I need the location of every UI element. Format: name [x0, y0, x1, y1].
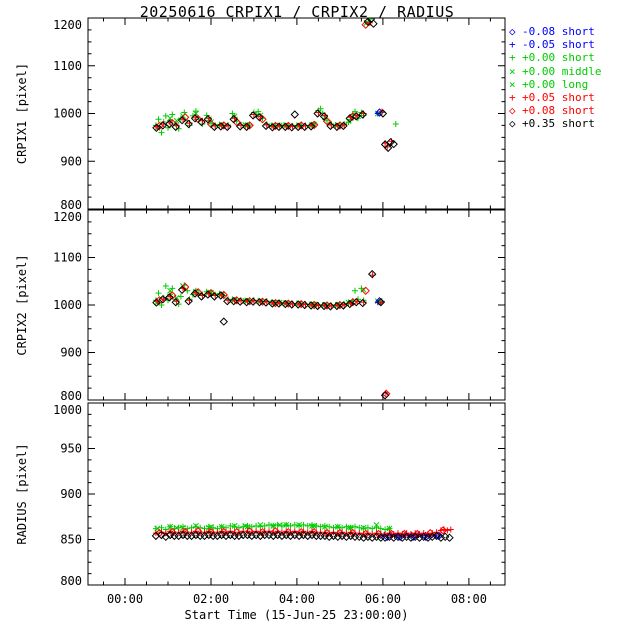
- legend-marker-x-icon: ×: [509, 77, 516, 91]
- legend-label: +0.05 short: [522, 91, 595, 105]
- series-0-35-short: [151, 530, 454, 542]
- legend-label: +0.00 short: [522, 51, 595, 65]
- panel-1: 800 900 1000 1100 1200 CRPIX2 [pixel]: [15, 209, 506, 403]
- y-axis-title: RADIUS [pixel]: [15, 443, 29, 544]
- legend-label: -0.05 short: [522, 38, 595, 52]
- legend-marker-plus-icon: +: [509, 51, 516, 65]
- legend-label: +0.00 long: [522, 77, 589, 91]
- y-tick-label: 800: [60, 574, 82, 588]
- legend-entry: + +0.05 short: [509, 91, 601, 104]
- panel-2: 800 850 900 950 1000 00:00 02:00 04:00 06:00 08:0…: [15, 402, 506, 622]
- y-tick-label: 1000: [53, 298, 82, 312]
- x-tick-label: 00:00: [107, 592, 143, 606]
- series-0-35-short: [152, 269, 390, 400]
- y-tick-label: 950: [60, 442, 82, 456]
- y-tick-label: 900: [60, 346, 82, 360]
- x-axis-title: Start Time (15-Jun-25 23:00:00): [185, 608, 409, 622]
- y-tick-label: 1000: [53, 107, 82, 121]
- series-0-35-short: [152, 18, 398, 153]
- legend-entry: ◇ -0.08 short: [509, 25, 601, 38]
- x-tick-label: 06:00: [365, 592, 401, 606]
- y-tick-label: 1000: [53, 403, 82, 417]
- legend-marker-x-icon: ×: [509, 64, 516, 78]
- legend-entry: + +0.00 short: [509, 51, 601, 64]
- legend-label: -0.08 short: [522, 25, 595, 38]
- y-tick-label: 800: [60, 389, 82, 403]
- legend-entry: × +0.00 long: [509, 78, 601, 91]
- legend-entry: × +0.00 middle: [509, 65, 601, 78]
- panel-0: 800 900 1000 1100 1200 CRPIX1 [pixel]: [15, 17, 506, 212]
- y-tick-label: 1200: [53, 210, 82, 224]
- legend-entry: ◇ +0.08 short: [509, 104, 601, 117]
- legend-label: +0.08 short: [522, 104, 595, 118]
- series-0-05-short: [154, 19, 395, 150]
- series-0-08-short: [382, 531, 444, 542]
- panel-frame: [87, 209, 506, 401]
- legend-marker-diamond-icon: ◇: [509, 104, 516, 118]
- y-axis-title: CRPIX1 [pixel]: [15, 63, 29, 164]
- y-tick-label: 900: [60, 154, 82, 168]
- x-tick-label: 04:00: [279, 592, 315, 606]
- x-tick-label: 02:00: [193, 592, 229, 606]
- legend: ◇ -0.08 short + -0.05 short + +0.00 short × +0.…: [509, 25, 601, 131]
- legend-entry: + -0.05 short: [509, 38, 601, 51]
- y-axis-title: CRPIX2 [pixel]: [15, 254, 29, 355]
- series-0-00-middle: [154, 19, 381, 131]
- y-tick-label: 1200: [53, 18, 82, 32]
- legend-marker-diamond-icon: ◇: [509, 117, 516, 131]
- y-tick-label: 850: [60, 533, 82, 547]
- series-0-00-middle: [154, 521, 393, 532]
- legend-marker-diamond-icon: ◇: [509, 25, 516, 38]
- legend-marker-plus-icon: +: [509, 38, 516, 52]
- legend-label: +0.35 short: [522, 117, 595, 131]
- legend-entry: ◇ +0.35 short: [509, 117, 601, 130]
- legend-label: +0.00 middle: [522, 64, 602, 78]
- y-tick-label: 1100: [53, 251, 82, 265]
- panel-frame: [87, 17, 506, 210]
- y-tick-label: 800: [60, 198, 82, 212]
- x-tick-label: 08:00: [451, 592, 487, 606]
- series-0-00-long: [173, 521, 352, 531]
- chart-title: 20250616 CRPIX1 / CRPIX2 / RADIUS: [139, 3, 455, 21]
- y-tick-label: 900: [60, 487, 82, 501]
- panel-frame: [87, 402, 506, 586]
- legend-marker-plus-icon: +: [509, 91, 516, 105]
- y-tick-label: 1100: [53, 59, 82, 73]
